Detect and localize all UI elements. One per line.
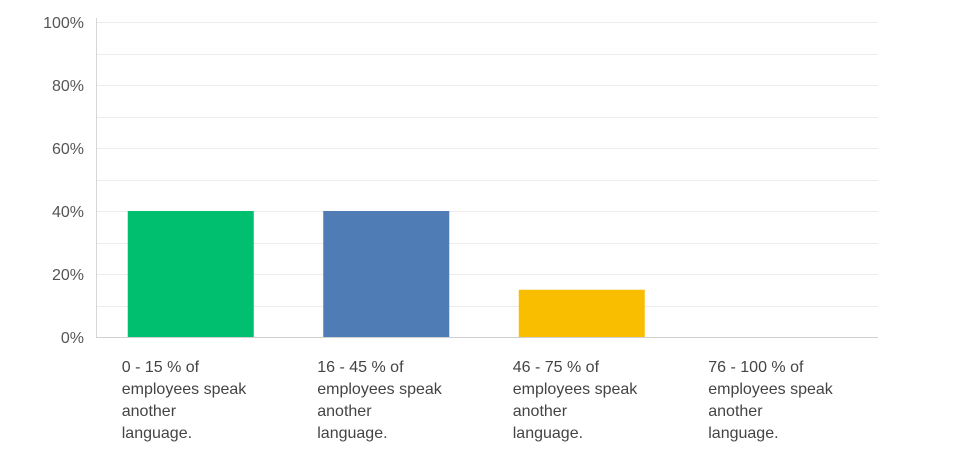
x-category-label-line: another (708, 403, 763, 420)
x-category-label-line: another (513, 403, 568, 420)
x-category-label-line: 16 - 45 % of (317, 359, 404, 376)
x-category-label-line: another (122, 403, 177, 420)
x-category-label-line: 76 - 100 % of (708, 359, 804, 376)
x-category-label-line: language. (122, 425, 192, 442)
x-category-label: 0 - 15 % of employees speak another languag… (122, 359, 248, 442)
y-tick-label: 80% (52, 78, 84, 95)
x-category-label-line: 0 - 15 % of (122, 359, 200, 376)
x-category-label-line: employees speak (122, 381, 248, 398)
x-category-label-line: employees speak (513, 381, 639, 398)
bar (127, 211, 254, 337)
x-category-label-line: employees speak (708, 381, 834, 398)
x-category-label: 76 - 100 % of employees speak another langu… (708, 359, 834, 442)
y-tick-label: 100% (43, 15, 84, 32)
x-category-label-line: another (317, 403, 372, 420)
y-tick-label: 20% (52, 267, 84, 284)
x-category-label: 46 - 75 % of employees speak another langua… (513, 359, 639, 442)
x-category-label-line: language. (317, 425, 387, 442)
x-axis-category-labels: 0 - 15 % of employees speak another languag… (122, 359, 834, 442)
y-axis-tick-labels: 0% 20% 40% 60% 80% 100% (43, 15, 84, 347)
x-category-label-line: 46 - 75 % of (513, 359, 600, 376)
x-category-label-line: language. (513, 425, 583, 442)
x-category-label-line: employees speak (317, 381, 443, 398)
x-category-label-line: language. (708, 425, 778, 442)
y-tick-label: 40% (52, 204, 84, 221)
bar (323, 211, 450, 337)
y-tick-label: 0% (61, 330, 84, 347)
x-category-label: 16 - 45 % of employees speak another langua… (317, 359, 443, 442)
y-tick-label: 60% (52, 141, 84, 158)
bar (518, 289, 645, 337)
bars (127, 211, 645, 337)
